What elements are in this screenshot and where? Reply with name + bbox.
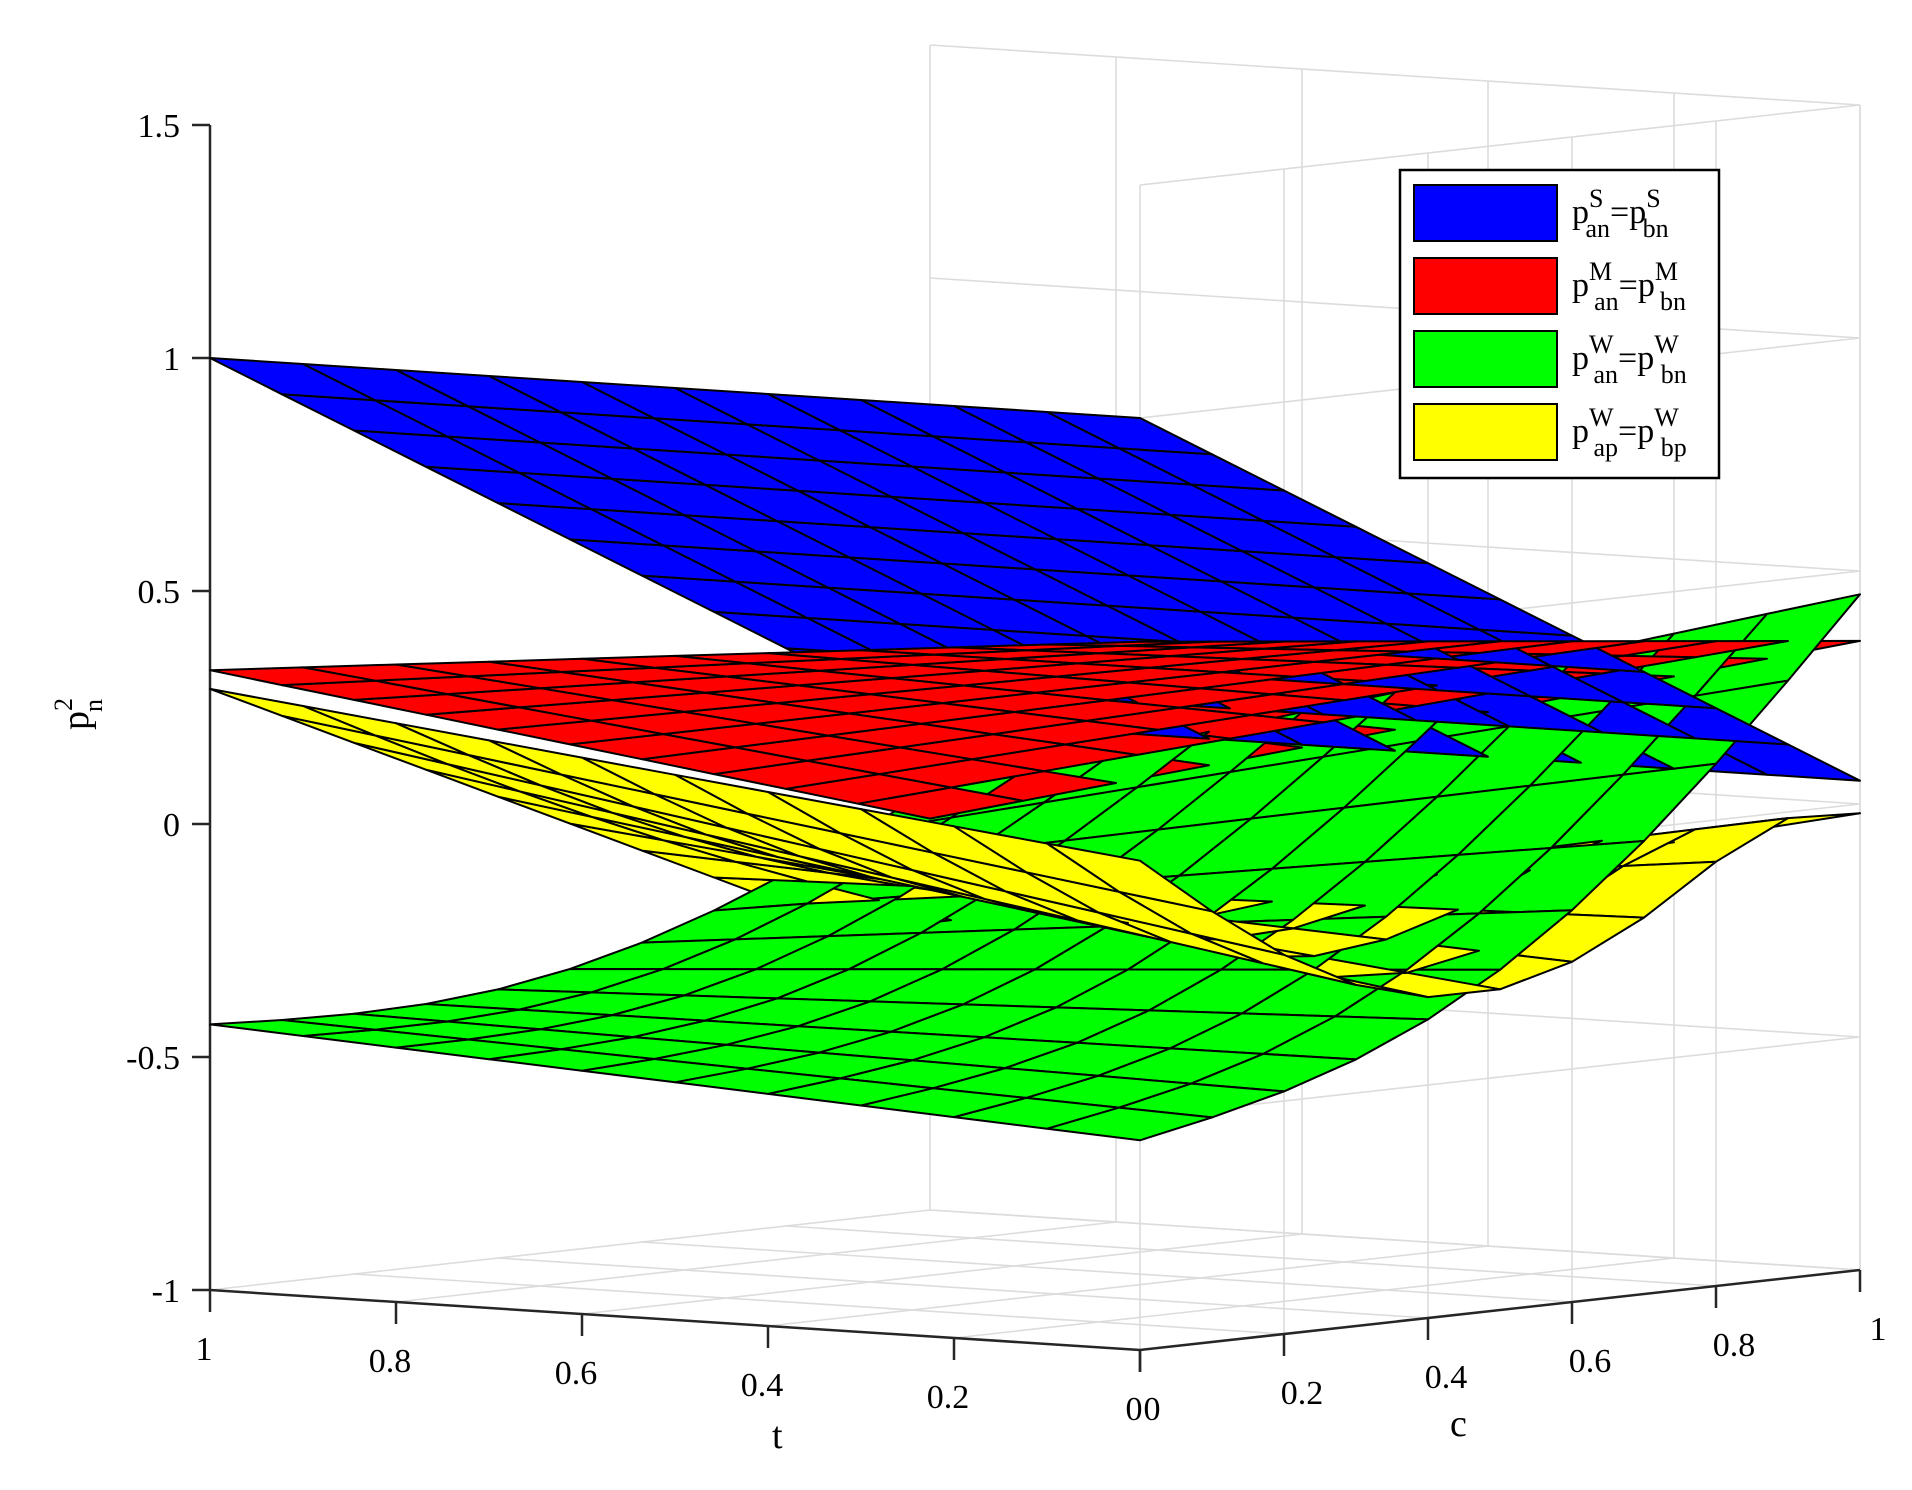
grid-line-c-floor-4 [785,1225,1717,1287]
x-axis-title: t [772,1415,783,1457]
grid-line-t-floor-3 [581,1233,1303,1315]
c-tick-label-1: 0.2 [1281,1375,1324,1412]
t-tick-label-5: 0 [1126,1391,1143,1428]
z-tick-label-3: 0 [163,807,180,844]
c-axis-line [1139,1268,1861,1352]
t-tick-label-2: 0.6 [555,1355,598,1392]
legend-label-0: pS an=pS bn [1572,184,1669,243]
t-axis-line [209,1288,1141,1352]
z-tick-label-4: -0.5 [126,1040,180,1077]
surface-2-patch-9-0 [209,1019,376,1037]
grid-line-t-floor-2 [767,1245,1489,1327]
grid-line-c-floor-2 [497,1257,1429,1319]
z-tick-label-2: 0.5 [138,574,181,611]
grid-layer [209,44,1861,1351]
t-tick-label-1: 0.8 [369,1343,412,1380]
c-tick-label-5: 1 [1870,1311,1887,1348]
grid-line-c-floor-3 [641,1241,1573,1303]
z-axis-title-sub: n [79,699,108,712]
z-axis-title: p2n [49,698,108,730]
grid-line-z-1 [929,277,1861,419]
z-tick-label-5: -1 [152,1273,180,1310]
grid-line-z-0 [929,44,1861,186]
c-tick-label-4: 0.8 [1713,1327,1756,1364]
surface-3-patch-9-0 [209,687,376,737]
z-axis-title-base: p [55,711,97,730]
grid-line-t-floor-5 [209,1209,931,1291]
z-axis-title-sup: 2 [49,698,78,711]
legend-swatch-0 [1413,184,1558,242]
c-tick-label-3: 0.6 [1569,1343,1612,1380]
legend-label-1: pM an=pM bn [1572,257,1686,316]
c-tick-label-0: 0 [1144,1391,1161,1428]
axes-layer [192,123,1862,1372]
grid-line-t-floor-4 [395,1221,1117,1303]
grid-line-c-floor-5 [929,1209,1861,1271]
legend-label-2: pW an=pW bn [1572,330,1687,389]
z-tick-label-0: 1.5 [138,108,181,145]
legend-label-3: pW ap=pW bp [1572,403,1687,462]
surface-0-patch-9-0 [209,357,376,402]
t-tick-label-4: 0.2 [927,1379,970,1416]
t-tick-label-0: 1 [196,1331,213,1368]
surface-layer [209,357,1861,1142]
t-tick-label-3: 0.4 [741,1367,784,1404]
legend-swatch-3 [1413,403,1558,461]
surface-1-patch-9-0 [209,666,376,687]
labels-layer: t c p2n 1.510.50-0.5-11 0.8 0.6 0.4 0.2 0 0 0.2… [49,108,1887,1457]
grid-line-c-floor-1 [353,1273,1285,1335]
z-tick-label-1: 1 [163,341,180,378]
legend-swatch-2 [1413,330,1558,388]
legend-swatch-1 [1413,257,1558,315]
c-tick-label-2: 0.4 [1425,1359,1468,1396]
grid-line-t-floor-1 [953,1257,1675,1339]
legend: pS an=pS bn pM an=pM bn pW an=pW bn pW ap=pW bp [1398,168,1721,480]
y-axis-title: c [1450,1403,1467,1445]
